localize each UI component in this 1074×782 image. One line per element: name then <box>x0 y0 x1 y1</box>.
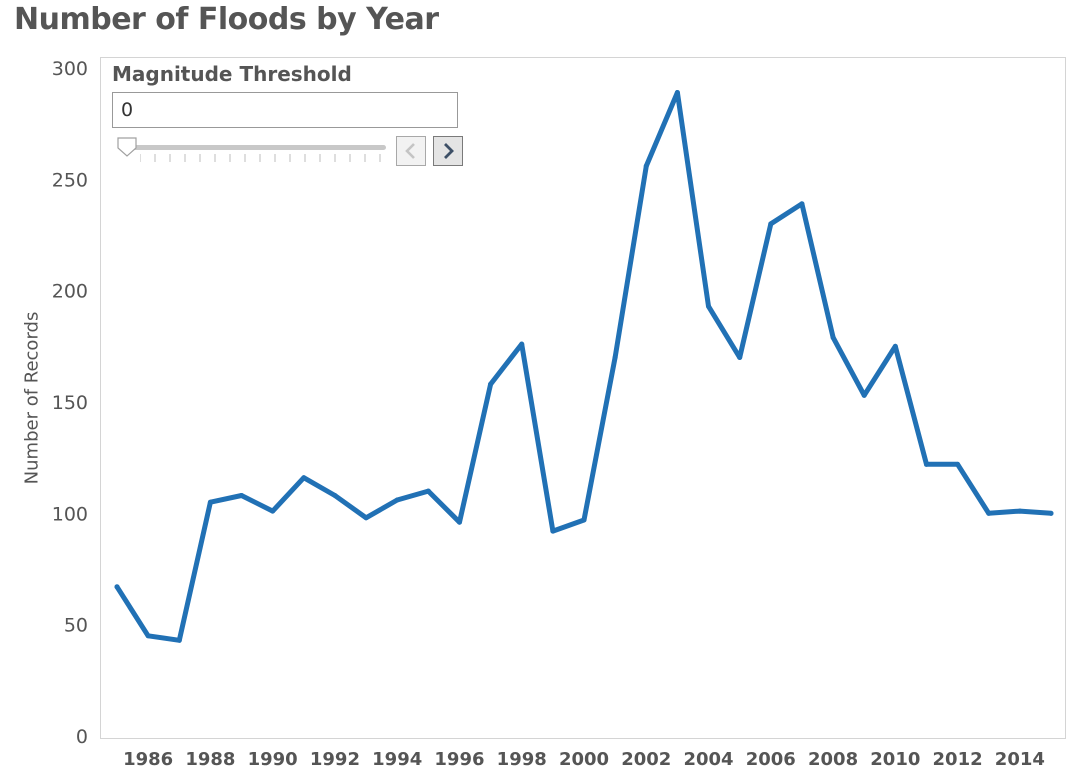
data-point <box>892 343 898 349</box>
x-tick-label: 1998 <box>497 749 547 770</box>
x-tick-label: 2004 <box>683 749 733 770</box>
magnitude-threshold-slider-row <box>112 136 472 170</box>
data-point <box>332 493 338 499</box>
plot-area <box>100 57 1066 739</box>
previous-button[interactable] <box>396 136 426 166</box>
y-tick-label: 50 <box>64 615 88 637</box>
data-point <box>581 517 587 523</box>
x-tick-label: 2012 <box>933 749 983 770</box>
magnitude-threshold-control: Magnitude Threshold <box>112 62 472 170</box>
x-tick-label: 1994 <box>372 749 422 770</box>
data-point <box>674 89 680 95</box>
slider-handle[interactable] <box>116 136 138 158</box>
slider-track[interactable] <box>122 145 386 150</box>
data-point <box>955 461 961 467</box>
data-point <box>519 341 525 347</box>
next-button[interactable] <box>433 136 463 166</box>
x-axis-ticks: 1986 1988 1990 1992 1994 1996 1998 2000 2002 2004… <box>123 749 1045 770</box>
data-point <box>799 201 805 207</box>
x-tick-label: 1996 <box>434 749 484 770</box>
data-point <box>550 528 556 534</box>
data-point <box>1048 510 1054 516</box>
x-tick-label: 2006 <box>746 749 796 770</box>
y-tick-label: 150 <box>52 392 88 414</box>
data-point <box>270 508 276 514</box>
y-tick-label: 200 <box>52 281 88 303</box>
y-tick-label: 250 <box>52 169 88 191</box>
data-point <box>114 584 120 590</box>
data-point <box>706 303 712 309</box>
data-point <box>861 392 867 398</box>
y-tick-label: 0 <box>76 726 88 748</box>
data-point <box>737 354 743 360</box>
x-tick-label: 2000 <box>559 749 609 770</box>
data-point <box>488 381 494 387</box>
data-point <box>923 461 929 467</box>
data-point <box>612 354 618 360</box>
chevron-left-icon <box>405 143 415 159</box>
data-point <box>768 221 774 227</box>
y-axis-ticks: 0 50 100 150 200 250 300 <box>52 58 88 748</box>
data-point <box>145 633 151 639</box>
data-point <box>394 497 400 503</box>
data-point <box>830 334 836 340</box>
x-tick-label: 2002 <box>621 749 671 770</box>
magnitude-threshold-input[interactable] <box>112 92 458 128</box>
y-tick-label: 300 <box>52 58 88 80</box>
series-line <box>114 90 1054 643</box>
chevron-right-icon <box>444 143 454 159</box>
magnitude-threshold-label: Magnitude Threshold <box>112 62 352 86</box>
data-point <box>1017 508 1023 514</box>
x-tick-label: 2008 <box>808 749 858 770</box>
data-point <box>363 515 369 521</box>
data-point <box>301 475 307 481</box>
y-tick-label: 100 <box>52 503 88 525</box>
data-point <box>239 493 245 499</box>
x-tick-label: 2010 <box>870 749 920 770</box>
data-point <box>643 163 649 169</box>
x-tick-label: 1990 <box>248 749 298 770</box>
data-point <box>456 519 462 525</box>
data-point <box>986 510 992 516</box>
slider-ticks <box>140 154 381 162</box>
x-tick-label: 1992 <box>310 749 360 770</box>
x-tick-label: 2014 <box>995 749 1045 770</box>
chart-title: Number of Floods by Year <box>14 2 439 37</box>
data-point <box>207 499 213 505</box>
x-tick-label: 1988 <box>185 749 235 770</box>
data-point <box>425 488 431 494</box>
x-tick-label: 1986 <box>123 749 173 770</box>
data-point <box>176 637 182 643</box>
series-group <box>114 89 1054 643</box>
